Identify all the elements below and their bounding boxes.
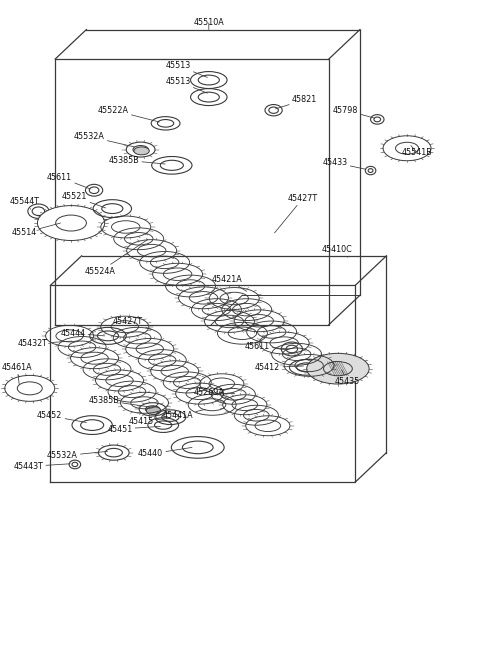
Text: 45821: 45821	[276, 95, 317, 109]
Text: 45798: 45798	[333, 106, 374, 118]
Ellipse shape	[37, 205, 105, 241]
Text: 45544T: 45544T	[10, 197, 39, 209]
Text: 45514: 45514	[11, 223, 60, 237]
Text: 45440: 45440	[138, 447, 192, 459]
Text: 45385B: 45385B	[108, 155, 165, 165]
Text: 45513: 45513	[165, 61, 207, 77]
Text: 45269A: 45269A	[194, 388, 234, 397]
Ellipse shape	[383, 136, 431, 161]
Text: 45385B: 45385B	[88, 396, 148, 407]
Text: 45435: 45435	[335, 370, 360, 386]
Text: 45421A: 45421A	[211, 275, 247, 291]
Text: 45521: 45521	[62, 192, 106, 208]
Text: 45524A: 45524A	[84, 239, 148, 276]
Ellipse shape	[5, 375, 55, 401]
Ellipse shape	[307, 354, 369, 384]
Text: 45427T: 45427T	[113, 317, 152, 329]
Text: 45410C: 45410C	[322, 245, 352, 257]
Text: 45432T: 45432T	[18, 339, 72, 348]
Text: 45461A: 45461A	[2, 363, 33, 384]
Text: 45611: 45611	[47, 173, 90, 189]
Text: 45510A: 45510A	[193, 18, 224, 30]
Text: 45541B: 45541B	[401, 146, 432, 157]
Text: 45415: 45415	[128, 417, 168, 426]
Text: 45522A: 45522A	[97, 106, 159, 122]
Text: 45513: 45513	[165, 77, 207, 93]
Text: 45532A: 45532A	[47, 451, 108, 461]
Text: 45441A: 45441A	[162, 409, 205, 420]
Text: 45412: 45412	[255, 363, 303, 372]
Text: 45532A: 45532A	[74, 132, 134, 147]
Text: 45452: 45452	[37, 411, 86, 422]
Text: 45611: 45611	[245, 342, 288, 351]
Text: 45444: 45444	[60, 329, 105, 338]
Text: 45427T: 45427T	[275, 194, 318, 233]
Text: 45451: 45451	[107, 424, 160, 434]
Ellipse shape	[134, 147, 149, 155]
Text: 45433: 45433	[323, 158, 366, 169]
Text: 45443T: 45443T	[13, 462, 70, 471]
Ellipse shape	[146, 407, 161, 415]
